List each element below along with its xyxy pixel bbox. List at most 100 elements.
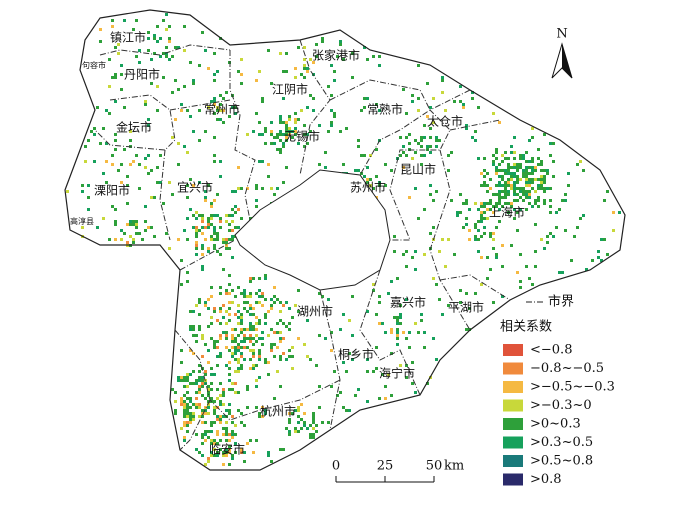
cell bbox=[525, 193, 528, 196]
cell bbox=[438, 298, 441, 301]
cell bbox=[192, 334, 195, 337]
north-arrow-half bbox=[562, 44, 572, 78]
cell bbox=[399, 322, 402, 325]
cell bbox=[114, 238, 117, 241]
cell bbox=[489, 208, 492, 211]
cell bbox=[216, 109, 219, 112]
cell bbox=[207, 457, 210, 460]
cell bbox=[201, 268, 204, 271]
cell bbox=[129, 223, 132, 226]
cell bbox=[171, 388, 174, 391]
cell bbox=[231, 106, 234, 109]
cell bbox=[429, 106, 432, 109]
cell bbox=[618, 211, 621, 214]
cell bbox=[279, 355, 282, 358]
cell bbox=[420, 136, 423, 139]
cell bbox=[120, 64, 123, 67]
cell bbox=[207, 391, 210, 394]
cell bbox=[564, 193, 567, 196]
cell bbox=[228, 412, 231, 415]
cell bbox=[429, 145, 432, 148]
cell bbox=[132, 223, 135, 226]
cell bbox=[513, 172, 516, 175]
cell bbox=[231, 430, 234, 433]
cell bbox=[183, 421, 186, 424]
cell bbox=[303, 343, 306, 346]
cell bbox=[483, 157, 486, 160]
cell bbox=[228, 292, 231, 295]
cell bbox=[546, 235, 549, 238]
cell bbox=[516, 187, 519, 190]
cell bbox=[183, 394, 186, 397]
cell bbox=[279, 151, 282, 154]
cell bbox=[300, 73, 303, 76]
cell bbox=[207, 460, 210, 463]
cell bbox=[207, 430, 210, 433]
cell bbox=[210, 100, 213, 103]
cell bbox=[525, 166, 528, 169]
cell bbox=[243, 334, 246, 337]
cell bbox=[135, 232, 138, 235]
cell bbox=[237, 70, 240, 73]
cell bbox=[495, 256, 498, 259]
cell bbox=[312, 436, 315, 439]
cell bbox=[282, 121, 285, 124]
cell bbox=[279, 337, 282, 340]
cell bbox=[315, 364, 318, 367]
cell bbox=[270, 82, 273, 85]
cell bbox=[249, 337, 252, 340]
cell bbox=[279, 448, 282, 451]
cell bbox=[213, 226, 216, 229]
cell bbox=[243, 451, 246, 454]
cell bbox=[543, 190, 546, 193]
cell bbox=[516, 175, 519, 178]
cell bbox=[393, 316, 396, 319]
cell bbox=[240, 451, 243, 454]
cell bbox=[156, 40, 159, 43]
cell bbox=[228, 445, 231, 448]
cell bbox=[537, 184, 540, 187]
cell bbox=[480, 205, 483, 208]
cell bbox=[129, 220, 132, 223]
cell bbox=[345, 409, 348, 412]
cell bbox=[219, 253, 222, 256]
cell bbox=[213, 400, 216, 403]
cell bbox=[228, 379, 231, 382]
cell bbox=[237, 208, 240, 211]
cell bbox=[210, 214, 213, 217]
cell bbox=[105, 160, 108, 163]
cell bbox=[486, 217, 489, 220]
cell bbox=[405, 376, 408, 379]
cell bbox=[198, 313, 201, 316]
cell bbox=[471, 97, 474, 100]
cell bbox=[147, 172, 150, 175]
cell bbox=[213, 247, 216, 250]
cell bbox=[285, 52, 288, 55]
cell bbox=[252, 337, 255, 340]
cell bbox=[195, 235, 198, 238]
cell bbox=[549, 232, 552, 235]
cell bbox=[489, 199, 492, 202]
cell bbox=[195, 229, 198, 232]
cell bbox=[201, 214, 204, 217]
city-label: 上海市 bbox=[489, 205, 525, 220]
cell bbox=[246, 337, 249, 340]
cell bbox=[561, 271, 564, 274]
cell bbox=[207, 406, 210, 409]
cell bbox=[192, 412, 195, 415]
cell bbox=[387, 292, 390, 295]
cell bbox=[147, 154, 150, 157]
cell bbox=[273, 142, 276, 145]
cell bbox=[435, 358, 438, 361]
city-label: 桐乡市 bbox=[338, 347, 374, 362]
cell bbox=[411, 361, 414, 364]
cell bbox=[534, 202, 537, 205]
cell bbox=[384, 331, 387, 334]
cell bbox=[321, 421, 324, 424]
cell bbox=[426, 82, 429, 85]
cell bbox=[129, 163, 132, 166]
cell bbox=[243, 424, 246, 427]
cell bbox=[144, 220, 147, 223]
cell bbox=[165, 46, 168, 49]
cell bbox=[522, 190, 525, 193]
